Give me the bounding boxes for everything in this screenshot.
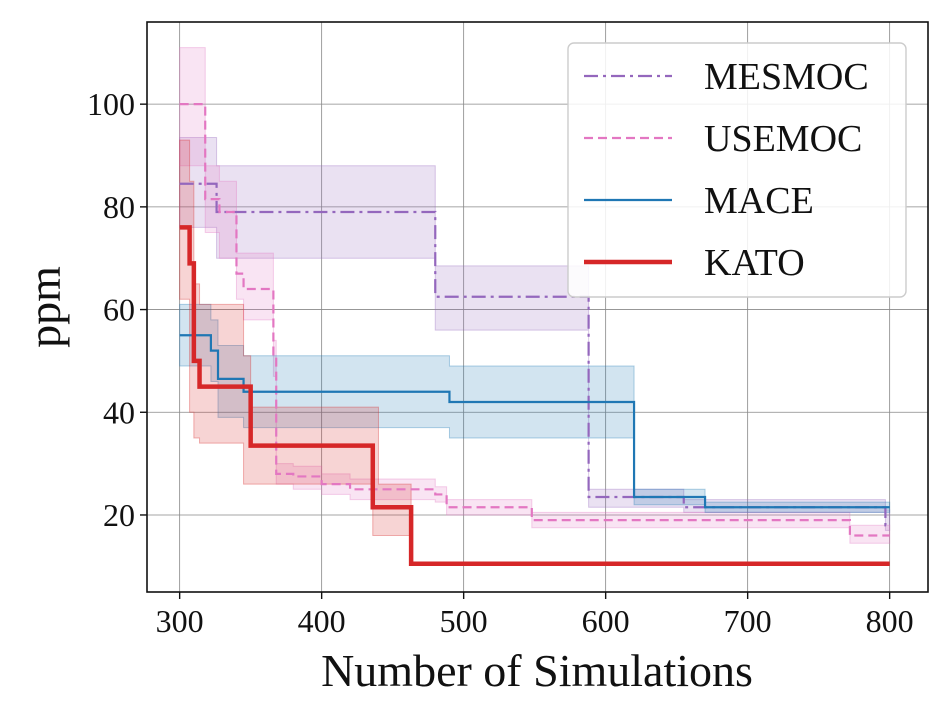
y-tick-label: 20 [103, 497, 135, 533]
legend-label-usemoc: USEMOC [704, 118, 862, 160]
x-tick-label: 700 [724, 603, 772, 639]
y-axis-ticks: 20 40 60 80 100 [87, 86, 147, 533]
legend-label-mace: MACE [704, 180, 814, 222]
line-kato [179, 225, 890, 567]
y-axis-label: ppm [19, 266, 70, 348]
band-mace [179, 303, 891, 513]
x-tick-label: 500 [440, 603, 488, 639]
legend: MESMOC USEMOC MACE KATO [567, 42, 907, 298]
x-tick-label: 400 [298, 603, 346, 639]
series-lines [179, 103, 890, 567]
x-tick-label: 800 [866, 603, 914, 639]
x-axis-ticks: 300 400 500 600 700 800 [156, 592, 914, 639]
x-axis-label: Number of Simulations [321, 645, 753, 696]
legend-label-mesmoc: MESMOC [704, 56, 869, 98]
y-tick-label: 60 [103, 292, 135, 328]
y-tick-label: 80 [103, 189, 135, 225]
y-tick-label: 100 [87, 86, 135, 122]
plot-frame [146, 21, 929, 593]
y-tick-label: 40 [103, 394, 135, 430]
x-tick-label: 600 [582, 603, 630, 639]
line-mace [179, 334, 890, 509]
line-usemoc [179, 103, 890, 537]
legend-box [567, 42, 907, 298]
line-mesmoc [179, 182, 890, 527]
x-tick-label: 300 [156, 603, 204, 639]
band-kato [179, 139, 890, 565]
legend-label-kato: KATO [704, 242, 805, 284]
